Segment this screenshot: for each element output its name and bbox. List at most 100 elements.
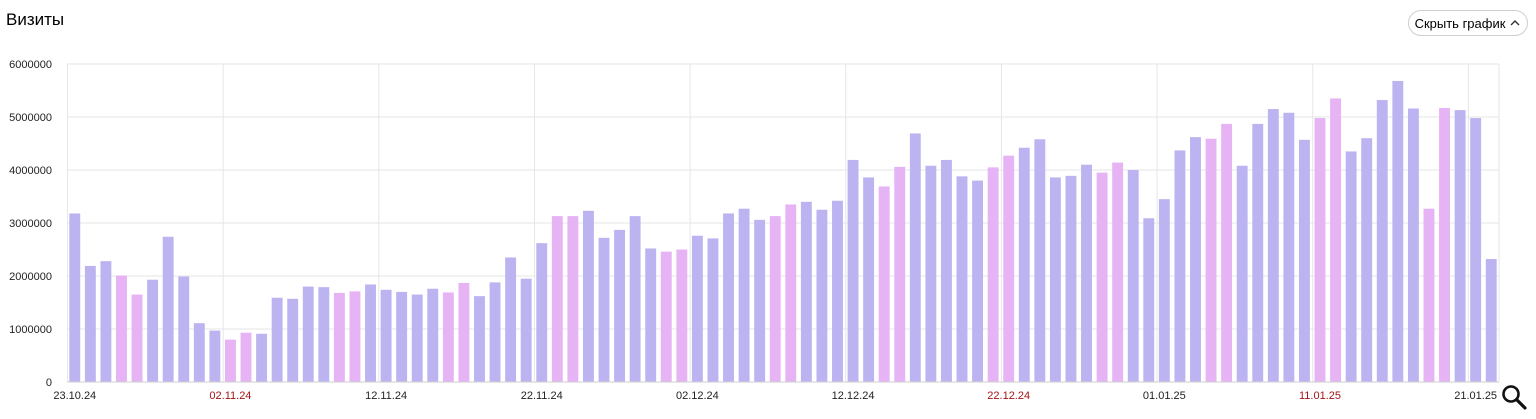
bar[interactable] (178, 276, 190, 382)
bar[interactable] (69, 213, 81, 382)
bar[interactable] (1190, 137, 1201, 382)
bar[interactable] (1330, 98, 1342, 382)
bar[interactable] (832, 200, 843, 382)
bar[interactable] (1283, 112, 1295, 382)
bar[interactable] (1081, 164, 1092, 382)
bar[interactable] (1096, 172, 1108, 382)
x-tick-label: 22.12.24 (987, 390, 1030, 402)
bar[interactable] (567, 216, 579, 382)
bar[interactable] (769, 216, 781, 382)
bar[interactable] (1018, 147, 1030, 382)
x-tick-label: 22.11.24 (521, 390, 563, 402)
bar[interactable] (1127, 170, 1139, 382)
bar[interactable] (1252, 123, 1264, 382)
bar[interactable] (116, 275, 127, 382)
bar[interactable] (302, 286, 314, 382)
y-tick-label: 0 (46, 377, 52, 389)
bar[interactable] (1034, 139, 1046, 382)
bar[interactable] (131, 294, 143, 382)
bar[interactable] (894, 166, 906, 382)
bar[interactable] (505, 257, 517, 382)
bar[interactable] (427, 288, 439, 382)
bar[interactable] (224, 339, 236, 382)
bar[interactable] (1158, 199, 1170, 382)
bar[interactable] (489, 282, 501, 382)
bar[interactable] (1205, 138, 1217, 382)
bar[interactable] (1376, 100, 1388, 382)
bar[interactable] (162, 236, 174, 382)
bar[interactable] (411, 294, 423, 382)
bar[interactable] (1267, 109, 1279, 383)
bar[interactable] (660, 251, 672, 382)
bar[interactable] (972, 180, 984, 382)
bar[interactable] (614, 229, 626, 382)
bar[interactable] (1298, 139, 1310, 382)
bar[interactable] (582, 210, 594, 382)
bar[interactable] (318, 287, 330, 382)
bar[interactable] (878, 186, 890, 382)
magnifier-icon[interactable] (1500, 383, 1528, 411)
bar[interactable] (396, 291, 408, 382)
bar[interactable] (629, 216, 641, 382)
bar[interactable] (1423, 208, 1435, 382)
bar[interactable] (1454, 110, 1466, 383)
bar[interactable] (193, 323, 205, 382)
bar[interactable] (474, 296, 485, 382)
bar[interactable] (1143, 218, 1155, 382)
bar[interactable] (987, 167, 999, 382)
bar[interactable] (1174, 150, 1186, 382)
bar[interactable] (442, 292, 454, 382)
bar[interactable] (1407, 108, 1419, 383)
bar[interactable] (520, 278, 532, 382)
bar[interactable] (707, 238, 719, 382)
bar[interactable] (256, 333, 268, 382)
bar[interactable] (380, 289, 392, 382)
bar[interactable] (940, 159, 952, 382)
bar[interactable] (863, 177, 875, 382)
bar[interactable] (349, 291, 361, 382)
bar[interactable] (847, 159, 859, 382)
bar[interactable] (287, 298, 299, 382)
bar[interactable] (240, 332, 252, 382)
hide-chart-button[interactable]: Скрыть график (1408, 10, 1528, 36)
bar[interactable] (1314, 118, 1326, 382)
bar[interactable] (800, 201, 812, 382)
bar[interactable] (1049, 177, 1061, 382)
bar[interactable] (536, 243, 548, 382)
bar[interactable] (1470, 118, 1482, 382)
bar[interactable] (1236, 165, 1248, 382)
bar[interactable] (1345, 151, 1357, 382)
bar[interactable] (551, 216, 563, 382)
bar[interactable] (1221, 123, 1233, 382)
x-tick-label: 02.11.24 (209, 390, 251, 402)
bar[interactable] (1485, 259, 1497, 382)
bar[interactable] (676, 249, 688, 383)
x-tick-label: 11.01.25 (1299, 390, 1341, 402)
bar[interactable] (100, 261, 112, 382)
bar[interactable] (909, 133, 921, 382)
bar[interactable] (458, 282, 470, 382)
bar[interactable] (1392, 80, 1404, 383)
bar[interactable] (209, 330, 221, 382)
bar[interactable] (1439, 107, 1450, 383)
bar[interactable] (754, 219, 766, 382)
bar[interactable] (333, 292, 345, 382)
bar[interactable] (645, 248, 657, 382)
bar[interactable] (738, 208, 750, 382)
bar[interactable] (1065, 175, 1077, 382)
bar[interactable] (925, 165, 937, 382)
bar[interactable] (691, 235, 703, 382)
bar[interactable] (1361, 138, 1373, 382)
bar[interactable] (723, 213, 734, 382)
bar[interactable] (816, 209, 828, 382)
bar[interactable] (271, 297, 283, 382)
bar[interactable] (1112, 162, 1124, 382)
y-tick-label: 4000000 (9, 165, 52, 177)
bar[interactable] (84, 265, 96, 382)
bar[interactable] (598, 237, 610, 382)
bar[interactable] (785, 204, 797, 382)
bar[interactable] (1003, 155, 1015, 382)
bar[interactable] (365, 284, 376, 382)
bar[interactable] (956, 176, 968, 382)
bar[interactable] (147, 279, 159, 382)
